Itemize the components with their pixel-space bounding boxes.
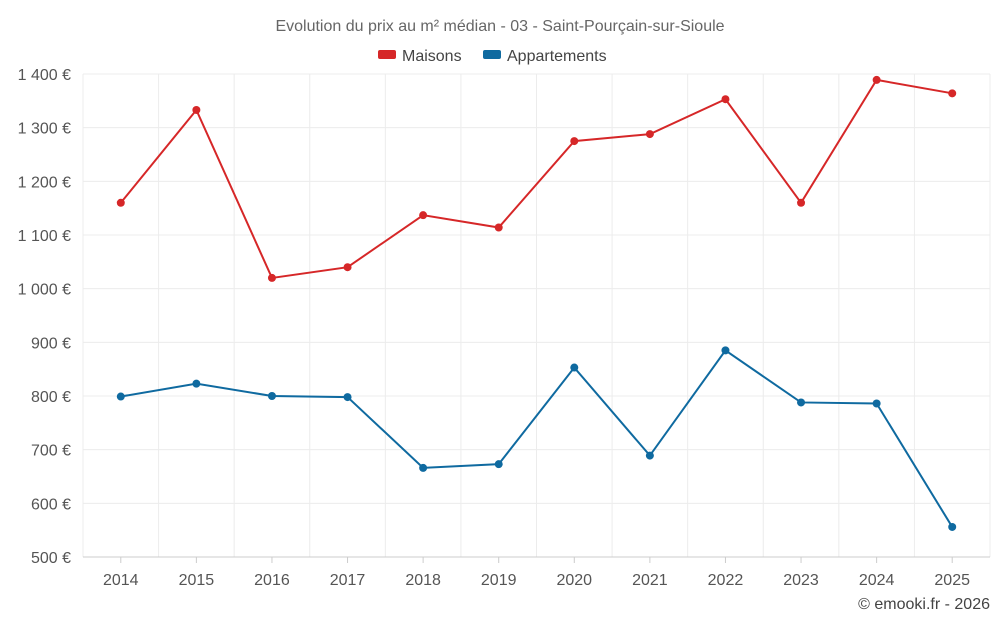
data-point-maisons[interactable]: [419, 211, 428, 220]
x-tick-label: 2025: [934, 572, 970, 589]
data-point-maisons[interactable]: [797, 198, 806, 207]
data-point-maisons[interactable]: [267, 273, 276, 282]
credit-text: © emooki.fr - 2026: [858, 596, 990, 613]
series-line-maisons: [120, 78, 953, 280]
y-tick-label: 1 100 €: [18, 228, 71, 245]
x-tick-label: 2023: [783, 572, 819, 589]
data-point-maisons[interactable]: [494, 223, 503, 232]
data-point-appartements[interactable]: [721, 346, 730, 355]
data-point-appartements[interactable]: [948, 522, 957, 531]
y-tick-label: 1 400 €: [18, 67, 71, 84]
data-point-appartements[interactable]: [343, 393, 352, 402]
legend-label-appartements[interactable]: Appartements: [507, 48, 607, 65]
y-tick-label: 800 €: [31, 389, 71, 406]
data-point-appartements[interactable]: [872, 399, 881, 408]
data-point-maisons[interactable]: [872, 75, 881, 84]
series: [116, 75, 957, 531]
x-tick-label: 2017: [330, 572, 366, 589]
data-point-maisons[interactable]: [116, 198, 125, 207]
legend-swatch-appartements[interactable]: [483, 50, 501, 59]
y-tick-label: 1 000 €: [18, 282, 71, 299]
data-point-maisons[interactable]: [948, 89, 957, 98]
data-point-maisons[interactable]: [645, 130, 654, 139]
y-tick-label: 1 200 €: [18, 174, 71, 191]
chart-title: Evolution du prix au m² médian - 03 - Sa…: [275, 18, 724, 35]
x-tick-label: 2018: [405, 572, 441, 589]
x-tick-label: 2015: [179, 572, 215, 589]
x-tick-label: 2021: [632, 572, 668, 589]
y-tick-label: 700 €: [31, 443, 71, 460]
y-tick-label: 1 300 €: [18, 121, 71, 138]
x-tick-label: 2014: [103, 572, 139, 589]
y-tick-label: 900 €: [31, 335, 71, 352]
x-tick-label: 2019: [481, 572, 517, 589]
data-point-maisons[interactable]: [721, 95, 730, 104]
data-point-appartements[interactable]: [797, 398, 806, 407]
grid: [82, 73, 991, 557]
legend: Maisons Appartements: [378, 48, 607, 65]
x-tick-label: 2022: [708, 572, 744, 589]
x-tick-label: 2020: [556, 572, 592, 589]
data-point-maisons[interactable]: [192, 105, 201, 114]
data-point-appartements[interactable]: [116, 392, 125, 401]
data-point-maisons[interactable]: [570, 137, 579, 146]
data-point-appartements[interactable]: [419, 463, 428, 472]
legend-label-maisons[interactable]: Maisons: [402, 48, 462, 65]
data-point-appartements[interactable]: [267, 392, 276, 400]
data-point-maisons[interactable]: [343, 263, 352, 272]
series-line-appartements: [120, 349, 954, 528]
x-tick-label: 2016: [254, 572, 290, 589]
y-tick-label: 500 €: [31, 550, 71, 567]
data-point-appartements[interactable]: [645, 451, 654, 460]
data-point-appartements[interactable]: [192, 379, 201, 388]
x-tick-label: 2024: [859, 572, 895, 589]
data-point-appartements[interactable]: [570, 363, 579, 372]
legend-swatch-maisons[interactable]: [378, 50, 396, 59]
axes: 500 € 600 € 700 € 800 € 900 € 1 000 € 1 100 € 1…: [18, 67, 990, 589]
data-point-appartements[interactable]: [494, 460, 503, 469]
y-tick-label: 600 €: [31, 496, 71, 513]
